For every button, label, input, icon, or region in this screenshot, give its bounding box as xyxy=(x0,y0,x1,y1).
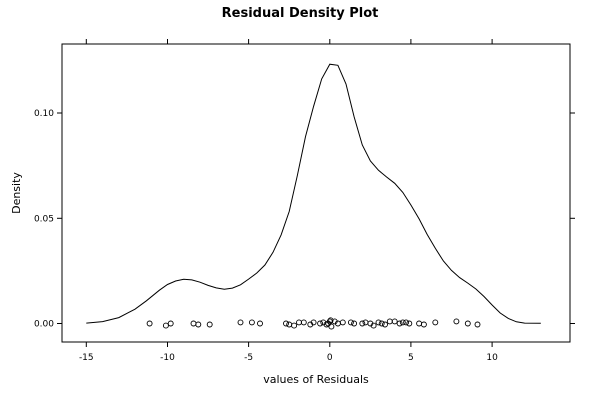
residual-point xyxy=(432,319,439,326)
residual-point xyxy=(347,319,354,326)
y-axis-label: Density xyxy=(10,172,23,214)
residual-point xyxy=(351,320,358,327)
plot-frame xyxy=(61,43,571,343)
residual-point xyxy=(420,321,427,328)
axis-ticks xyxy=(57,39,575,347)
x-tick-label: 0 xyxy=(327,353,333,363)
residual-point xyxy=(375,319,382,326)
y-tick-label: 0.10 xyxy=(34,109,54,119)
residual-point xyxy=(370,322,377,329)
residual-point xyxy=(359,320,366,327)
residual-point xyxy=(396,320,403,327)
density-curve xyxy=(86,63,541,324)
residual-point xyxy=(328,323,335,330)
residual-point xyxy=(416,320,423,327)
chart-title: Residual Density Plot xyxy=(222,6,379,21)
residual-point xyxy=(248,319,255,326)
residual-point xyxy=(167,320,174,327)
x-tick-label: -10 xyxy=(160,353,175,363)
residual-point xyxy=(339,319,346,326)
x-tick-label: -15 xyxy=(79,353,94,363)
residual-point xyxy=(317,320,324,327)
residual-point xyxy=(362,319,369,326)
x-axis-label: values of Residuals xyxy=(263,373,369,386)
residual-point xyxy=(378,320,385,327)
residual-point xyxy=(403,319,410,326)
residual-point xyxy=(296,319,302,326)
residual-point xyxy=(195,321,202,328)
residual-point xyxy=(291,322,298,329)
residual-point xyxy=(146,320,153,327)
residual-point xyxy=(474,321,481,328)
y-tick-label: 0.05 xyxy=(34,214,54,224)
residual-point xyxy=(453,318,460,325)
residual-point xyxy=(162,322,169,329)
residual-point xyxy=(283,320,289,327)
residual-point xyxy=(464,320,471,327)
residual-point xyxy=(327,317,334,324)
y-tick-label: 0.00 xyxy=(34,320,54,330)
residual-point xyxy=(382,321,388,328)
residual-point xyxy=(206,321,213,328)
residual-point xyxy=(190,320,197,327)
residual-point xyxy=(391,318,398,325)
residual-points xyxy=(146,317,481,330)
residual-point xyxy=(310,319,317,326)
residual-point xyxy=(257,320,263,327)
x-tick-label: 5 xyxy=(408,353,414,363)
residual-point xyxy=(286,321,293,328)
residual-point xyxy=(399,319,406,326)
axis-tick-labels: -15 -10 -5 0 5 10 0.00 0.05 0.10 xyxy=(34,109,498,363)
residual-point xyxy=(237,319,244,326)
x-tick-label: 10 xyxy=(486,353,498,363)
x-tick-label: -5 xyxy=(244,353,253,363)
residual-point xyxy=(386,318,393,325)
residual-point xyxy=(406,320,413,327)
residual-point xyxy=(300,319,307,326)
